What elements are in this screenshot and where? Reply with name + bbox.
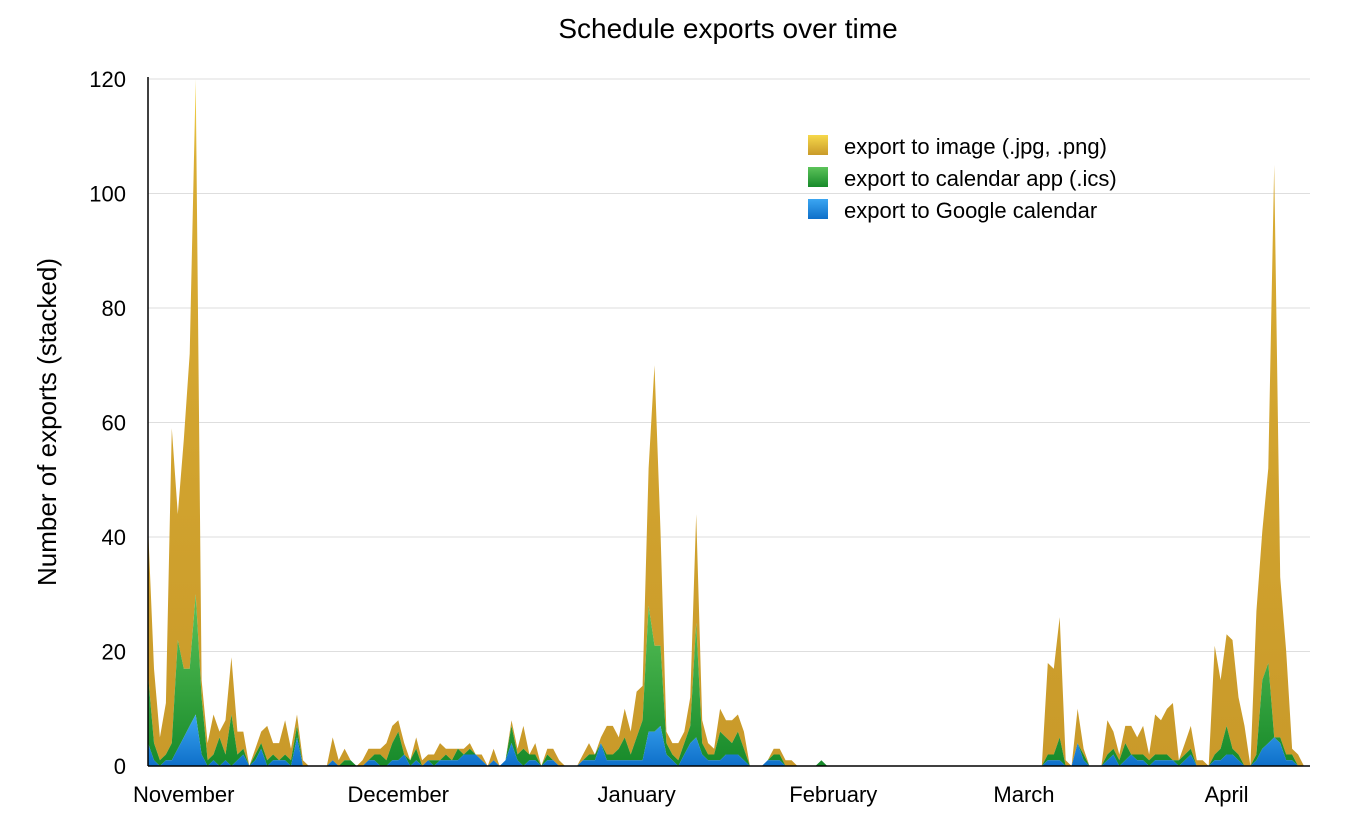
x-tick-labels: November December January February March Apri… <box>133 782 1249 807</box>
legend-label-image: export to image (.jpg, .png) <box>844 134 1107 159</box>
y-tick-labels: 0 20 40 60 80 100 120 <box>89 67 126 779</box>
x-tick-label: December <box>348 782 449 807</box>
legend: export to image (.jpg, .png) export to c… <box>808 134 1117 223</box>
x-tick-label: April <box>1205 782 1249 807</box>
gridlines <box>148 78 1310 652</box>
y-tick-label: 20 <box>102 640 126 665</box>
chart-title: Schedule exports over time <box>558 13 897 44</box>
area-google-calendar <box>148 714 1310 766</box>
legend-label-gcal: export to Google calendar <box>844 198 1097 223</box>
y-tick-label: 100 <box>89 182 126 207</box>
legend-swatch-gcal <box>808 199 828 219</box>
y-tick-label: 60 <box>102 411 126 436</box>
legend-swatch-ics <box>808 167 828 187</box>
y-tick-label: 0 <box>114 754 126 779</box>
x-tick-label: January <box>597 782 675 807</box>
x-tick-label: November <box>133 782 234 807</box>
y-tick-label: 80 <box>102 296 126 321</box>
legend-swatch-image <box>808 135 828 155</box>
y-axis-label: Number of exports (stacked) <box>32 258 62 586</box>
x-tick-label: March <box>993 782 1054 807</box>
y-tick-label: 40 <box>102 525 126 550</box>
y-tick-label: 120 <box>89 67 126 92</box>
series-areas <box>148 79 1310 766</box>
x-tick-label: February <box>789 782 877 807</box>
axes <box>147 77 1310 767</box>
legend-label-ics: export to calendar app (.ics) <box>844 166 1117 191</box>
